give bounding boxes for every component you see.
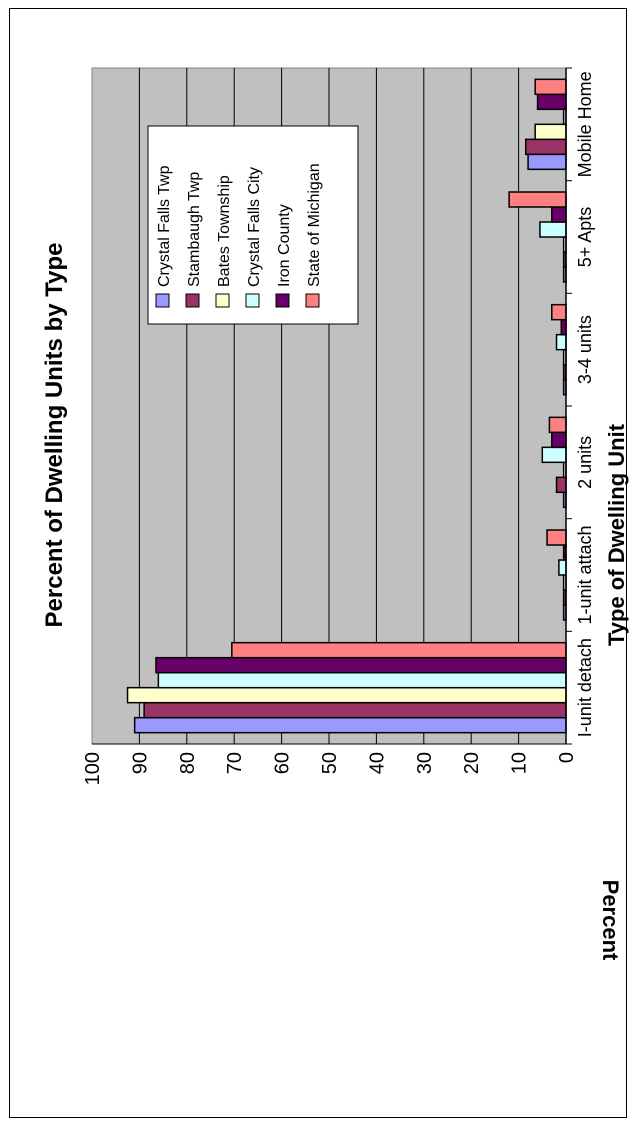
legend-swatch — [185, 293, 200, 308]
category-label: I-unit detach — [575, 638, 595, 737]
bar — [539, 221, 567, 238]
legend-box — [147, 125, 359, 325]
bar — [555, 476, 567, 494]
legend-label: Bates Township — [216, 175, 233, 287]
bar — [508, 191, 567, 208]
bar — [133, 716, 567, 734]
y-tick-label: 40 — [366, 752, 388, 774]
bar — [551, 303, 567, 321]
legend-swatch — [155, 293, 170, 308]
legend-label: Stambaugh Twp — [186, 172, 203, 287]
bar — [558, 559, 567, 576]
category-label: Mobile Home — [575, 71, 595, 177]
legend-label: Iron County — [276, 204, 293, 287]
y-tick-label: 100 — [82, 752, 104, 785]
bar — [231, 641, 567, 659]
bar — [534, 78, 567, 96]
tick-labels: 0 10 20 30 40 50 60 70 80 90 100 I-unit detach 1-uni… — [82, 71, 595, 785]
y-tick-label: 20 — [461, 752, 483, 774]
legend: Crystal Falls Twp Stambaugh Twp Bates Town… — [147, 125, 359, 325]
legend-swatch — [275, 293, 290, 308]
x-axis-title: Type of Dwelling Unit — [604, 423, 629, 646]
bar — [126, 686, 567, 704]
bar — [527, 153, 567, 171]
y-tick-label: 80 — [177, 752, 199, 774]
y-tick-label: 90 — [129, 752, 151, 774]
y-tick-label: 70 — [224, 752, 246, 774]
legend-label: State of Michigan — [306, 163, 323, 287]
bar — [536, 93, 567, 111]
bar — [541, 446, 567, 464]
legend-swatch — [305, 293, 320, 308]
bar — [155, 656, 567, 674]
bar — [524, 138, 567, 156]
category-label: 3-4 units — [575, 315, 595, 384]
legend-swatch — [215, 293, 230, 308]
legend-label: Crystal Falls City — [246, 167, 263, 287]
bar — [143, 701, 567, 719]
y-tick-label: 50 — [319, 752, 341, 774]
y-axis-title: Percent — [598, 880, 623, 961]
bar — [555, 333, 567, 351]
bar — [534, 123, 567, 141]
bar — [551, 431, 567, 449]
legend-label: Crystal Falls Twp — [156, 165, 173, 287]
y-tick-label: 0 — [556, 752, 578, 763]
category-label: 1-unit attach — [575, 525, 595, 624]
category-label: 2 units — [575, 436, 595, 489]
bar — [548, 416, 567, 434]
axes — [92, 67, 572, 745]
bar — [546, 529, 567, 546]
bar — [551, 206, 567, 223]
bar — [157, 671, 567, 689]
legend-swatch — [245, 293, 260, 308]
category-label: 5+ Apts — [575, 207, 595, 268]
y-tick-label: 10 — [509, 752, 531, 774]
y-tick-label: 30 — [414, 752, 436, 774]
y-tick-label: 60 — [272, 752, 294, 774]
chart-title: Percent of Dwelling Units by Type — [41, 243, 68, 628]
